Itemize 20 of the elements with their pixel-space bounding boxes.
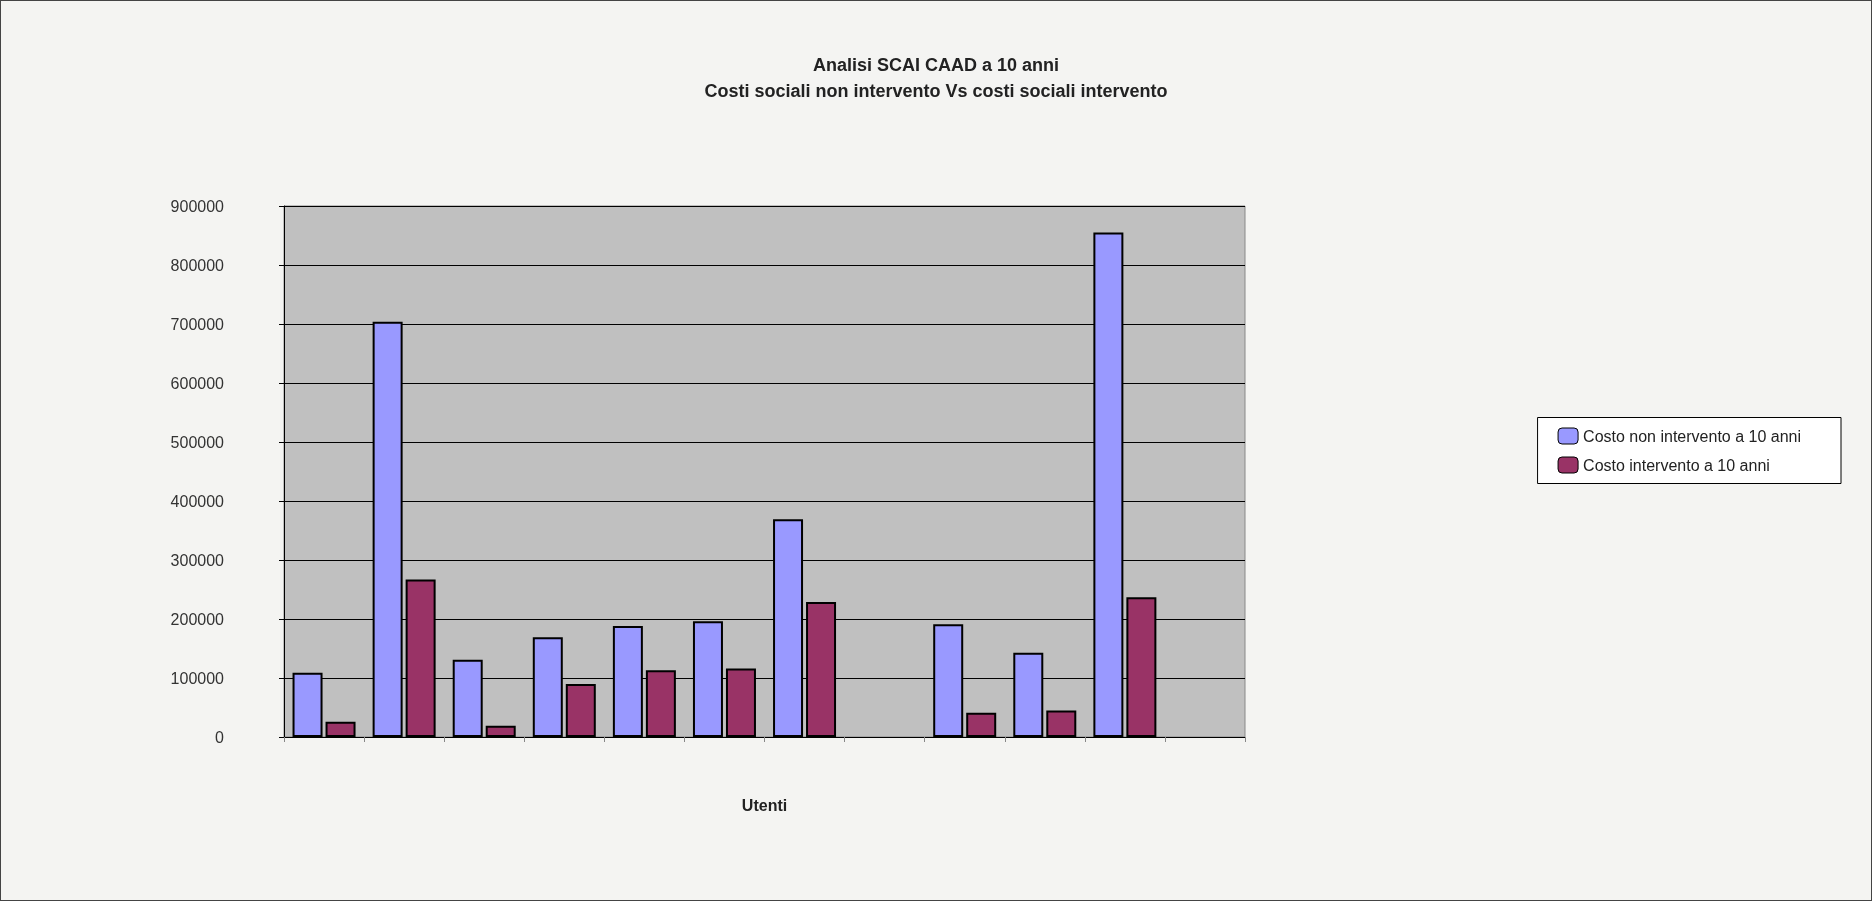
legend-label: Costo non intervento a 10 anni [1583,427,1802,445]
bar [325,721,356,737]
y-tick-label: 700000 [170,315,225,333]
x-axis-title: Utenti [741,796,788,814]
chart-subtitle: Costi sociali non intervento Vs costi sociali intervento [704,81,1168,101]
y-tick-label: 400000 [170,492,225,510]
y-tick-label: 800000 [170,256,225,274]
y-tick-label: 900000 [170,197,225,215]
y-tick-label: 600000 [170,374,225,392]
y-tick-label: 100000 [170,669,225,687]
legend-label: Costo intervento a 10 anni [1583,456,1770,474]
bar [966,712,997,737]
y-tick-label: 0 [215,728,225,746]
y-tick-label: 200000 [170,610,225,628]
y-tick-label: 300000 [170,551,225,569]
bar [565,683,596,737]
bar [485,725,516,737]
bar [1046,710,1077,737]
chart-title: Analisi SCAI CAAD a 10 anni [812,55,1060,75]
y-tick-label: 500000 [170,433,225,451]
